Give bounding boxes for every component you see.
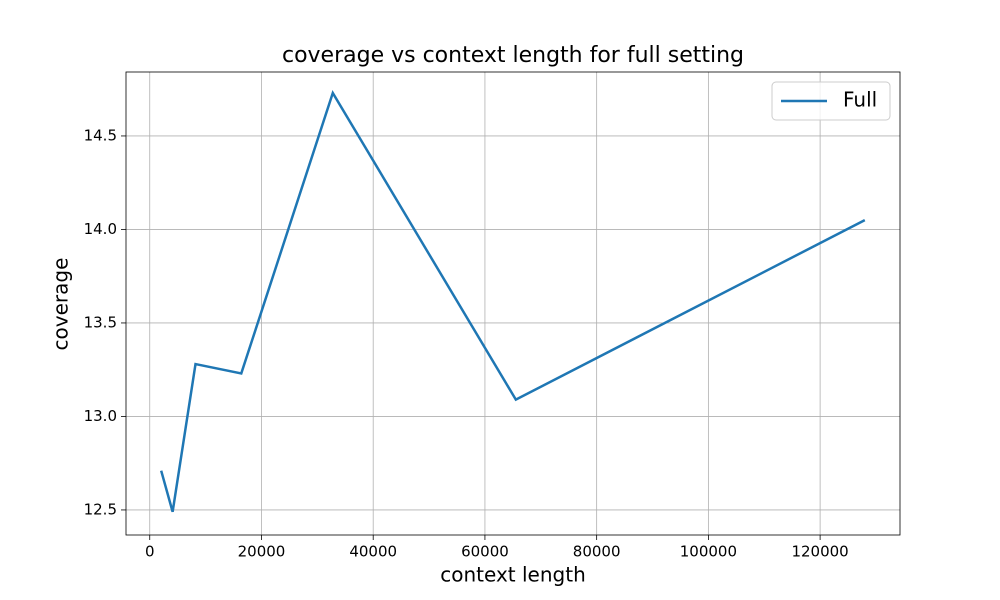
y-axis-label: coverage [49,258,73,351]
x-tick-label: 40000 [349,543,397,561]
x-axis-label: context length [440,563,586,587]
chart-title: coverage vs context length for full sett… [282,43,744,68]
y-tick-label: 14.0 [84,220,117,238]
y-tick-label: 13.0 [84,407,117,425]
x-tick-label: 100000 [680,543,737,561]
plot-frame [125,71,901,536]
y-tick-label: 14.5 [84,126,117,144]
y-tick-label: 12.5 [84,500,117,518]
x-tick-label: 20000 [238,543,286,561]
data-line [159,89,866,513]
x-tick-label: 60000 [461,543,509,561]
x-tick-label: 0 [145,543,155,561]
x-tick-label: 120000 [791,543,848,561]
legend-box [771,81,891,121]
y-tick-label: 13.5 [84,313,117,331]
x-tick-label: 80000 [573,543,621,561]
legend-label: Full [843,88,877,112]
